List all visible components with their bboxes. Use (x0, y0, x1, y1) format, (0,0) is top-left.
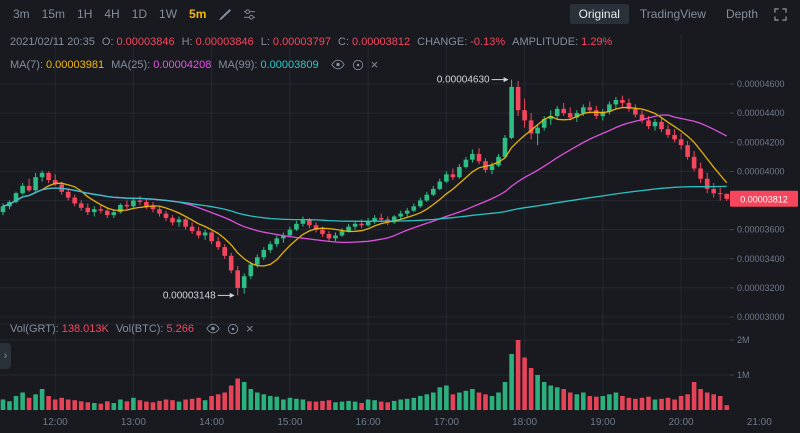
timeframe-1d[interactable]: 1D (127, 4, 152, 24)
ohlc-info: 2021/02/11 20:35 O: 0.00003846 H: 0.000038… (10, 36, 612, 48)
target-icon (227, 323, 239, 334)
svg-text:0.00003812: 0.00003812 (740, 194, 788, 204)
high-value: 0.00003846 (195, 36, 254, 48)
sliders-icon (244, 8, 256, 20)
eye-icon (206, 323, 220, 334)
close-icon: × (246, 321, 254, 336)
eye-icon (330, 59, 345, 70)
svg-text:19:00: 19:00 (590, 417, 615, 428)
ma7-label: MA(7): (10, 58, 43, 71)
close-icon: × (370, 57, 379, 72)
ma-close-button[interactable]: × (371, 58, 379, 71)
svg-text:0.00003148: 0.00003148 (163, 290, 216, 301)
svg-text:14:00: 14:00 (199, 417, 224, 428)
ma25-value: 0.00004208 (153, 58, 212, 71)
close-value: 0.00003812 (352, 36, 411, 48)
change-label: CHANGE: (417, 36, 468, 48)
svg-text:0.00003600: 0.00003600 (737, 225, 785, 235)
svg-text:18:00: 18:00 (512, 417, 537, 428)
chart-area: 12:00 13:00 14:00 15:00 16:00 17:00 18:00 19:00… (0, 28, 800, 433)
volume-close-button[interactable]: × (246, 322, 254, 335)
ma-info: MA(7): 0.00003981 MA(25): 0.00004208 MA(99… (10, 58, 378, 71)
tab-original[interactable]: Original (569, 4, 629, 24)
svg-text:21:00: 21:00 (747, 417, 772, 428)
close-label: C: (338, 36, 350, 48)
change-value: -0.13% (470, 36, 506, 48)
chevron-right-icon: › (3, 350, 8, 362)
ma99-value: 0.00003809 (260, 58, 319, 71)
open-label: O: (101, 36, 114, 48)
svg-text:0.00003200: 0.00003200 (737, 283, 785, 293)
vol-btc-label: Vol(BTC): (115, 322, 164, 335)
amplitude-label: AMPLITUDE: (512, 36, 579, 48)
ma-settings-button[interactable] (352, 59, 364, 71)
volume-controls: × (206, 322, 254, 335)
svg-text:13:00: 13:00 (121, 417, 146, 428)
vol-grt-value: 138.013K (61, 322, 109, 335)
indicator-sliders-icon[interactable] (238, 6, 261, 23)
svg-text:0.00003000: 0.00003000 (737, 312, 785, 322)
svg-text:0.00004000: 0.00004000 (737, 166, 785, 176)
timeframe-5m-active[interactable]: 5m (184, 4, 211, 24)
low-label: L: (260, 36, 270, 48)
svg-text:12:00: 12:00 (43, 417, 68, 428)
timeframe-4h[interactable]: 4H (99, 4, 124, 24)
ma-controls: × (330, 58, 379, 71)
candlestick-chart[interactable]: 12:00 13:00 14:00 15:00 16:00 17:00 18:00 19:00… (0, 28, 800, 433)
ma-visibility-button[interactable] (330, 59, 345, 70)
amplitude-value: 1.29% (581, 36, 613, 48)
svg-text:15:00: 15:00 (277, 417, 302, 428)
ma7-value: 0.00003981 (46, 58, 105, 71)
tab-tradingview[interactable]: TradingView (631, 4, 715, 24)
volume-visibility-button[interactable] (206, 323, 220, 334)
volume-settings-button[interactable] (227, 323, 239, 335)
svg-text:1M: 1M (737, 370, 750, 380)
svg-text:16:00: 16:00 (356, 417, 381, 428)
volume-info: Vol(GRT): 138.013K Vol(BTC): 5.266 × (10, 322, 254, 335)
svg-text:0.00004400: 0.00004400 (737, 108, 785, 118)
vol-btc-value: 5.266 (166, 322, 195, 335)
sidebar-toggle[interactable]: › (0, 343, 11, 369)
svg-text:20:00: 20:00 (669, 417, 694, 428)
target-icon (352, 59, 363, 70)
tab-depth[interactable]: Depth (717, 4, 767, 24)
chart-toolbar: 3m 15m 1H 4H 1D 1W 5m Original TradingVi… (0, 0, 800, 28)
svg-text:0.00003400: 0.00003400 (737, 254, 785, 264)
open-value: 0.00003846 (116, 36, 175, 48)
svg-text:17:00: 17:00 (434, 417, 459, 428)
timeframe-1h[interactable]: 1H (72, 4, 97, 24)
timeframe-1w[interactable]: 1W (154, 4, 182, 24)
low-value: 0.00003797 (272, 36, 332, 48)
datetime-label: 2021/02/11 20:35 (10, 36, 95, 48)
svg-text:0.00004200: 0.00004200 (737, 137, 785, 147)
svg-text:0.00004630: 0.00004630 (437, 75, 490, 86)
fullscreen-button[interactable] (769, 6, 792, 23)
high-label: H: (181, 36, 193, 48)
expand-icon (774, 7, 787, 21)
pencil-icon (219, 8, 232, 20)
svg-text:0.00004600: 0.00004600 (737, 79, 785, 89)
svg-text:2M: 2M (737, 335, 750, 345)
ma25-label: MA(25): (111, 58, 151, 71)
vol-grt-label: Vol(GRT): (10, 322, 59, 335)
ma99-label: MA(99): (218, 58, 258, 71)
edit-pencil-icon[interactable] (213, 6, 236, 23)
timeframe-15m[interactable]: 15m (37, 4, 70, 24)
timeframe-3m[interactable]: 3m (8, 4, 35, 24)
